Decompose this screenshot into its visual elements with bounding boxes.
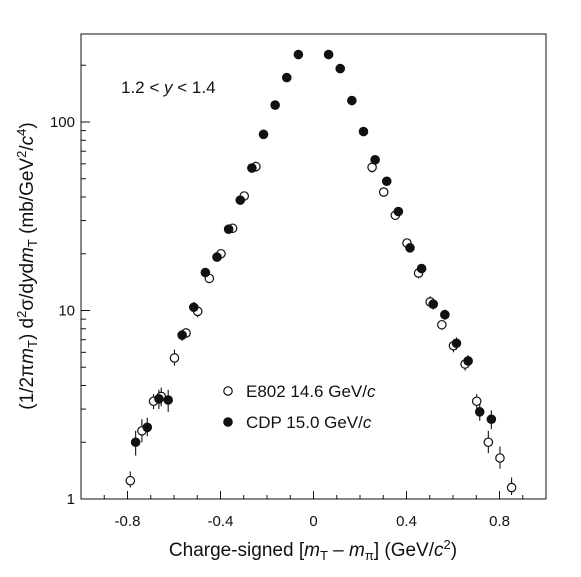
data-point-cdp [405, 243, 415, 253]
y-axis-title: (1/2πmT) d2σ/dydmT (mb/GeV2/c4) [14, 122, 40, 409]
legend-marker-e802 [223, 386, 233, 396]
data-point-e802 [483, 437, 494, 448]
data-point-cdp [451, 338, 462, 349]
data-point-cdp [370, 155, 380, 165]
data-point-cdp [212, 252, 222, 262]
data-point-cdp [223, 224, 234, 234]
data-point-cdp [154, 394, 164, 404]
data-point-cdp [486, 414, 497, 425]
data-point-cdp [235, 195, 246, 205]
data-point-e802 [437, 319, 447, 330]
data-point-e802 [506, 482, 517, 493]
x-tick-label: 0.8 [489, 513, 510, 530]
data-point-cdp [188, 302, 199, 313]
data-point-cdp [335, 63, 346, 74]
data-point-cdp [293, 49, 304, 60]
x-axis-title: Charge-signed [mT – mπ] (GeV/c2) [169, 537, 457, 563]
data-point-cdp [474, 407, 485, 417]
x-tick-label: -0.8 [115, 513, 141, 530]
data-point-cdp [281, 72, 292, 83]
rapidity-annotation: 1.2 < y < 1.4 [121, 78, 216, 97]
data-point-cdp [270, 100, 280, 110]
data-point-cdp [347, 95, 357, 106]
data-point-cdp [428, 299, 439, 309]
x-tick-label: -0.4 [208, 513, 234, 530]
data-point-cdp [463, 356, 473, 366]
data-point-cdp [416, 263, 427, 274]
axis-tick-labels: -0.8 -0.4 0 0.4 0.8 1 10 100 [50, 114, 510, 530]
data-point-e802 [125, 475, 136, 486]
legend-label-cdp: CDP 15.0 GeV/c [246, 413, 372, 432]
data-point-cdp [393, 206, 404, 217]
data-point-cdp [381, 176, 392, 187]
data-point-e802 [169, 353, 180, 363]
legend: E802 14.6 GeV/c CDP 15.0 GeV/c [223, 382, 376, 432]
y-tick-label: 10 [58, 303, 75, 320]
y-tick-label: 1 [67, 491, 75, 508]
data-point-cdp [323, 49, 334, 60]
data-point-cdp [130, 437, 141, 448]
data-point-cdp [247, 163, 257, 173]
data-point-e802 [495, 453, 505, 463]
legend-marker-cdp [223, 417, 233, 427]
y-tick-label: 100 [50, 114, 75, 131]
data-point-cdp [258, 129, 269, 140]
data-point-cdp [440, 309, 450, 320]
data-point-cdp [200, 267, 211, 278]
axis-ticks [81, 64, 524, 500]
data-point-e802 [378, 187, 389, 197]
legend-label-e802: E802 14.6 GeV/c [246, 382, 376, 401]
data-point-e802 [471, 396, 482, 407]
data-point-cdp [163, 395, 173, 405]
data-point-cdp [177, 330, 187, 340]
data-point-cdp [358, 126, 369, 137]
data-markers [125, 49, 517, 493]
x-tick-label: 0.4 [396, 513, 417, 530]
x-tick-label: 0 [309, 513, 317, 530]
data-point-cdp [142, 422, 153, 433]
